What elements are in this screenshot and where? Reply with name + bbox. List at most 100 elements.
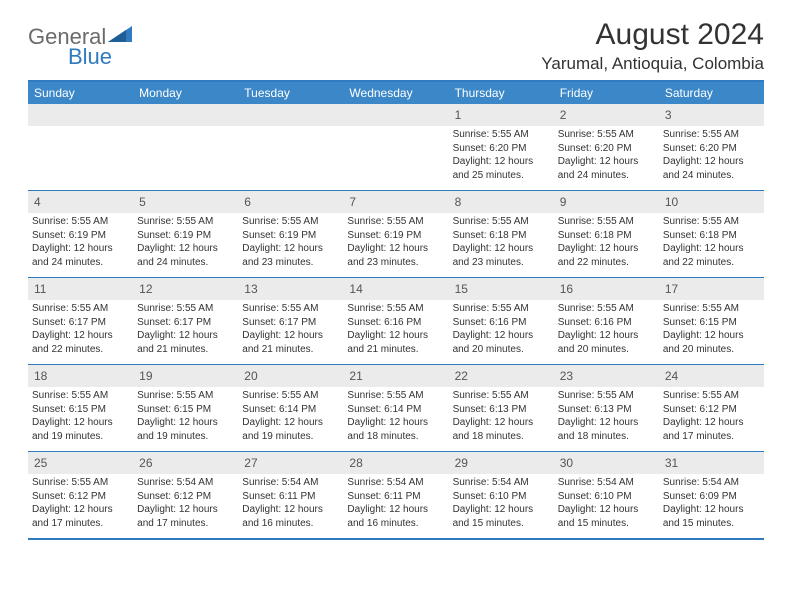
sunrise-line: Sunrise: 5:55 AM xyxy=(347,215,444,229)
weekday-label: Wednesday xyxy=(343,82,448,104)
sunrise-line: Sunrise: 5:55 AM xyxy=(558,389,655,403)
daynum-row: 5 xyxy=(133,191,238,213)
day-cell: 30Sunrise: 5:54 AMSunset: 6:10 PMDayligh… xyxy=(554,452,659,538)
sunrise-line: Sunrise: 5:54 AM xyxy=(558,476,655,490)
day-body: Sunrise: 5:55 AMSunset: 6:12 PMDaylight:… xyxy=(32,476,129,530)
daylight-line: Daylight: 12 hours and 20 minutes. xyxy=(558,329,655,356)
day-body: Sunrise: 5:55 AMSunset: 6:14 PMDaylight:… xyxy=(242,389,339,443)
day-body: Sunrise: 5:55 AMSunset: 6:20 PMDaylight:… xyxy=(453,128,550,182)
daylight-line: Daylight: 12 hours and 25 minutes. xyxy=(453,155,550,182)
weekday-header-row: SundayMondayTuesdayWednesdayThursdayFrid… xyxy=(28,82,764,104)
daylight-line: Daylight: 12 hours and 24 minutes. xyxy=(663,155,760,182)
daylight-line: Daylight: 12 hours and 15 minutes. xyxy=(453,503,550,530)
day-number: 8 xyxy=(455,195,462,209)
day-cell: 29Sunrise: 5:54 AMSunset: 6:10 PMDayligh… xyxy=(449,452,554,538)
daynum-row: 19 xyxy=(133,365,238,387)
sunset-line: Sunset: 6:12 PM xyxy=(663,403,760,417)
day-number: 7 xyxy=(349,195,356,209)
day-body: Sunrise: 5:55 AMSunset: 6:19 PMDaylight:… xyxy=(32,215,129,269)
calendar: SundayMondayTuesdayWednesdayThursdayFrid… xyxy=(28,80,764,540)
sunset-line: Sunset: 6:19 PM xyxy=(347,229,444,243)
day-body: Sunrise: 5:55 AMSunset: 6:14 PMDaylight:… xyxy=(347,389,444,443)
daylight-line: Daylight: 12 hours and 24 minutes. xyxy=(558,155,655,182)
day-body: Sunrise: 5:55 AMSunset: 6:17 PMDaylight:… xyxy=(32,302,129,356)
day-cell: 6Sunrise: 5:55 AMSunset: 6:19 PMDaylight… xyxy=(238,191,343,277)
day-cell: 10 Sunrise: 5:55 AMSunset: 6:18 PMDayligh… xyxy=(659,191,764,277)
sunset-line: Sunset: 6:14 PM xyxy=(242,403,339,417)
sunset-line: Sunset: 6:11 PM xyxy=(242,490,339,504)
daynum-row: 14 xyxy=(343,278,448,300)
day-number: 16 xyxy=(560,282,573,296)
sunset-line: Sunset: 6:16 PM xyxy=(558,316,655,330)
sunset-line: Sunset: 6:11 PM xyxy=(347,490,444,504)
day-number: 28 xyxy=(349,456,362,470)
sunset-line: Sunset: 6:20 PM xyxy=(453,142,550,156)
day-number xyxy=(139,108,142,122)
day-cell: 24Sunrise: 5:55 AMSunset: 6:12 PMDayligh… xyxy=(659,365,764,451)
sunset-line: Sunset: 6:18 PM xyxy=(453,229,550,243)
day-number: 25 xyxy=(34,456,47,470)
day-cell: 18Sunrise: 5:55 AMSunset: 6:15 PMDayligh… xyxy=(28,365,133,451)
day-body: Sunrise: 5:55 AMSunset: 6:17 PMDaylight:… xyxy=(137,302,234,356)
day-number: 10 xyxy=(665,195,678,209)
weekday-label: Tuesday xyxy=(238,82,343,104)
day-body: Sunrise: 5:54 AMSunset: 6:11 PMDaylight:… xyxy=(347,476,444,530)
calendar-page: General Blue August 2024 Yarumal, Antioq… xyxy=(0,0,792,558)
day-body: Sunrise: 5:55 AMSunset: 6:13 PMDaylight:… xyxy=(453,389,550,443)
day-cell: 27Sunrise: 5:54 AMSunset: 6:11 PMDayligh… xyxy=(238,452,343,538)
daynum-row: 22 xyxy=(449,365,554,387)
daynum-row: 18 xyxy=(28,365,133,387)
day-number: 26 xyxy=(139,456,152,470)
day-cell: 20Sunrise: 5:55 AMSunset: 6:14 PMDayligh… xyxy=(238,365,343,451)
daynum-row: 20 xyxy=(238,365,343,387)
sunrise-line: Sunrise: 5:54 AM xyxy=(137,476,234,490)
day-number xyxy=(244,108,247,122)
weekday-label: Thursday xyxy=(449,82,554,104)
daynum-row xyxy=(133,104,238,126)
day-cell: 7Sunrise: 5:55 AMSunset: 6:19 PMDaylight… xyxy=(343,191,448,277)
day-number: 22 xyxy=(455,369,468,383)
sunrise-line: Sunrise: 5:55 AM xyxy=(137,389,234,403)
day-body: Sunrise: 5:55 AMSunset: 6:18 PMDaylight:… xyxy=(558,215,655,269)
day-number: 29 xyxy=(455,456,468,470)
daynum-row: 11 xyxy=(28,278,133,300)
daynum-row xyxy=(343,104,448,126)
daylight-line: Daylight: 12 hours and 24 minutes. xyxy=(137,242,234,269)
sunrise-line: Sunrise: 5:55 AM xyxy=(558,128,655,142)
day-cell: 14Sunrise: 5:55 AMSunset: 6:16 PMDayligh… xyxy=(343,278,448,364)
day-body: Sunrise: 5:55 AMSunset: 6:18 PMDaylight:… xyxy=(663,215,760,269)
sunset-line: Sunset: 6:15 PM xyxy=(663,316,760,330)
sunrise-line: Sunrise: 5:54 AM xyxy=(663,476,760,490)
sunset-line: Sunset: 6:13 PM xyxy=(558,403,655,417)
day-cell: 28 Sunrise: 5:54 AMSunset: 6:11 PMDayligh… xyxy=(343,452,448,538)
day-number xyxy=(34,108,37,122)
sunrise-line: Sunrise: 5:55 AM xyxy=(663,128,760,142)
sunset-line: Sunset: 6:17 PM xyxy=(32,316,129,330)
day-body: Sunrise: 5:55 AMSunset: 6:18 PMDaylight:… xyxy=(453,215,550,269)
daylight-line: Daylight: 12 hours and 15 minutes. xyxy=(663,503,760,530)
day-body: Sunrise: 5:54 AMSunset: 6:11 PMDaylight:… xyxy=(242,476,339,530)
sunset-line: Sunset: 6:12 PM xyxy=(32,490,129,504)
daynum-row: 8 xyxy=(449,191,554,213)
daynum-row xyxy=(28,104,133,126)
day-number xyxy=(349,108,352,122)
daynum-row: 28 xyxy=(343,452,448,474)
daynum-row: 2 xyxy=(554,104,659,126)
day-cell: 9Sunrise: 5:55 AMSunset: 6:18 PMDaylight… xyxy=(554,191,659,277)
day-cell: 23Sunrise: 5:55 AMSunset: 6:13 PMDayligh… xyxy=(554,365,659,451)
weekday-label: Monday xyxy=(133,82,238,104)
day-cell: 17Sunrise: 5:55 AMSunset: 6:15 PMDayligh… xyxy=(659,278,764,364)
weekday-label: Sunday xyxy=(28,82,133,104)
daynum-row: 23 xyxy=(554,365,659,387)
day-body: Sunrise: 5:55 AMSunset: 6:15 PMDaylight:… xyxy=(663,302,760,356)
daylight-line: Daylight: 12 hours and 19 minutes. xyxy=(242,416,339,443)
day-cell: 16Sunrise: 5:55 AMSunset: 6:16 PMDayligh… xyxy=(554,278,659,364)
sunset-line: Sunset: 6:20 PM xyxy=(663,142,760,156)
day-number: 4 xyxy=(34,195,41,209)
day-cell: 19Sunrise: 5:55 AMSunset: 6:15 PMDayligh… xyxy=(133,365,238,451)
day-cell: 8 Sunrise: 5:55 AMSunset: 6:18 PMDaylight… xyxy=(449,191,554,277)
day-body: Sunrise: 5:54 AMSunset: 6:10 PMDaylight:… xyxy=(558,476,655,530)
daynum-row: 9 xyxy=(554,191,659,213)
day-cell: 4 Sunrise: 5:55 AMSunset: 6:19 PMDaylight… xyxy=(28,191,133,277)
sunrise-line: Sunrise: 5:55 AM xyxy=(242,215,339,229)
